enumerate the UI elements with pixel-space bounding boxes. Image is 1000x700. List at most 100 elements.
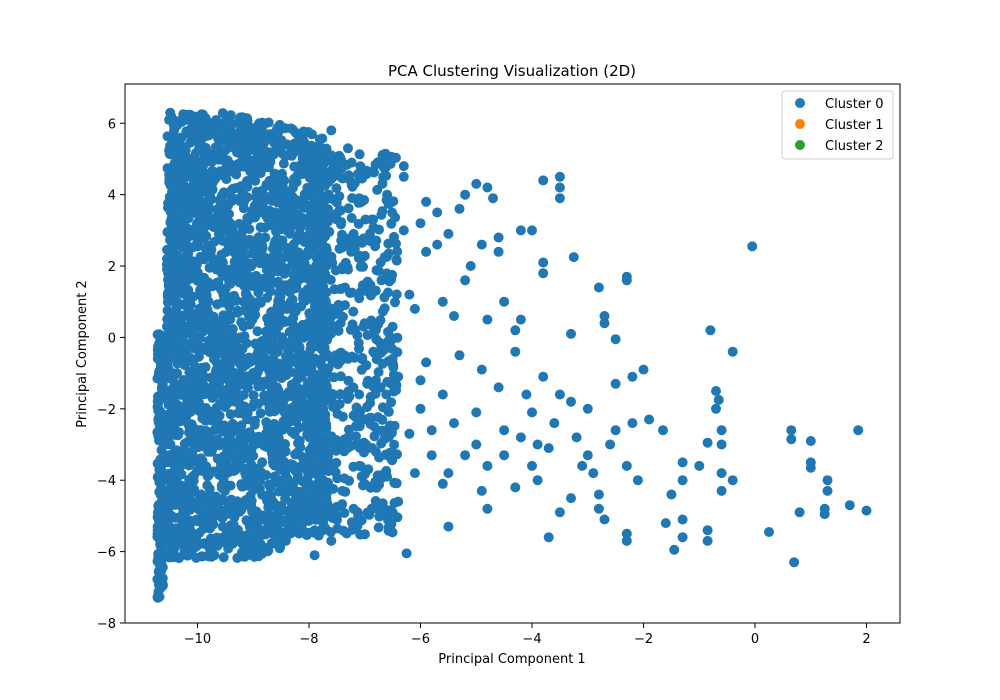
scatter-point	[326, 256, 337, 267]
scatter-point	[261, 211, 272, 222]
scatter-point	[163, 450, 174, 461]
scatter-point	[326, 125, 337, 136]
scatter-point	[293, 275, 304, 286]
scatter-point	[460, 275, 471, 286]
scatter-point	[334, 441, 345, 452]
scatter-point	[252, 326, 263, 337]
scatter-point	[532, 439, 543, 450]
scatter-point	[365, 236, 376, 247]
scatter-point	[208, 254, 219, 265]
scatter-point	[207, 412, 218, 423]
scatter-point	[353, 218, 364, 229]
scatter-point	[398, 161, 409, 172]
scatter-point	[297, 217, 308, 228]
scatter-point	[236, 420, 247, 431]
scatter-point	[228, 183, 239, 194]
scatter-point	[521, 389, 532, 400]
scatter-point	[260, 282, 271, 293]
scatter-point	[176, 500, 187, 511]
scatter-point	[379, 292, 390, 303]
scatter-point	[211, 319, 222, 330]
scatter-point	[610, 425, 621, 436]
scatter-point	[332, 473, 343, 484]
scatter-point	[192, 241, 203, 252]
scatter-point	[181, 289, 192, 300]
scatter-point	[276, 263, 287, 273]
scatter-point	[566, 493, 576, 504]
scatter-point	[786, 425, 797, 436]
scatter-point	[235, 332, 246, 343]
scatter-point	[386, 397, 397, 408]
scatter-point	[401, 548, 412, 559]
scatter-point	[316, 317, 326, 328]
scatter-point	[476, 485, 487, 496]
scatter-point	[355, 261, 366, 272]
scatter-point	[155, 537, 166, 547]
scatter-point	[276, 216, 287, 227]
scatter-point	[250, 203, 261, 214]
scatter-point	[357, 353, 368, 363]
scatter-point	[266, 524, 277, 535]
scatter-point	[222, 446, 233, 457]
scatter-point	[326, 165, 337, 176]
scatter-point	[347, 193, 358, 204]
scatter-point	[279, 337, 290, 348]
scatter-point	[259, 393, 270, 404]
scatter-point	[527, 407, 537, 418]
scatter-point	[593, 282, 604, 293]
scatter-point	[621, 528, 632, 539]
scatter-point	[326, 431, 337, 442]
scatter-point	[392, 246, 403, 257]
scatter-point	[354, 149, 365, 160]
scatter-point	[290, 257, 301, 268]
legend-marker-cluster-0	[795, 98, 805, 108]
scatter-point	[254, 118, 265, 129]
scatter-point	[510, 346, 521, 357]
scatter-point	[391, 385, 402, 396]
scatter-point	[471, 178, 482, 189]
scatter-point	[343, 143, 353, 154]
scatter-point	[204, 262, 215, 273]
scatter-point	[337, 229, 347, 240]
scatter-point	[253, 551, 264, 562]
scatter-point	[677, 514, 688, 525]
scatter-point	[476, 364, 487, 375]
scatter-point	[278, 158, 289, 169]
scatter-point	[197, 229, 207, 239]
scatter-point	[196, 272, 207, 283]
scatter-point	[191, 365, 202, 375]
scatter-point	[275, 541, 286, 552]
scatter-point	[786, 434, 797, 445]
scatter-point	[331, 197, 342, 208]
x-tick-label: 0	[751, 632, 759, 647]
scatter-point	[499, 296, 510, 307]
scatter-point	[510, 325, 521, 336]
scatter-point	[205, 180, 216, 191]
scatter-point	[360, 469, 370, 480]
scatter-point	[237, 243, 248, 254]
scatter-point	[152, 329, 163, 340]
scatter-point	[306, 140, 317, 151]
scatter-point	[274, 177, 285, 188]
scatter-point	[538, 268, 549, 279]
scatter-point	[266, 150, 277, 161]
scatter-point	[306, 483, 317, 494]
scatter-point	[304, 172, 315, 183]
scatter-point	[337, 485, 348, 496]
scatter-point	[250, 135, 261, 146]
scatter-point	[295, 386, 306, 397]
scatter-point	[229, 141, 240, 152]
scatter-point	[249, 397, 260, 408]
scatter-point	[568, 252, 579, 263]
scatter-point	[263, 509, 274, 520]
scatter-point	[206, 244, 217, 255]
scatter-point	[226, 245, 237, 256]
scatter-point	[175, 238, 186, 249]
scatter-point	[299, 237, 310, 247]
scatter-point	[230, 369, 241, 379]
scatter-point	[156, 366, 167, 376]
scatter-point	[320, 447, 331, 458]
scatter-point	[241, 381, 252, 391]
scatter-point	[224, 326, 235, 337]
